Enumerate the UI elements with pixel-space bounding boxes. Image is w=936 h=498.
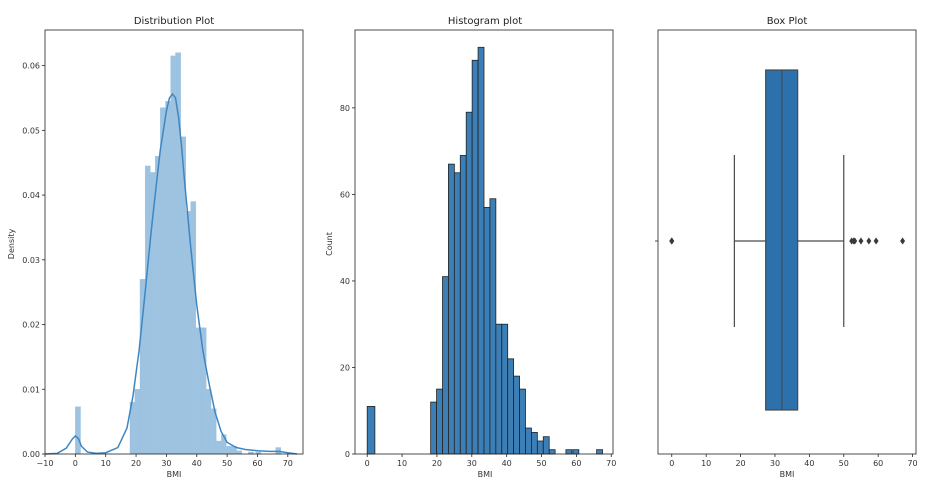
outlier-point	[852, 237, 858, 245]
outlier-point	[866, 237, 872, 245]
histogram-plot-ylabel: Count	[325, 232, 334, 256]
x-tick-label: 0	[669, 459, 674, 468]
count-bar	[501, 323, 509, 455]
density-bar	[215, 440, 222, 455]
y-tick-label: 0.02	[22, 321, 40, 330]
count-bar	[436, 388, 443, 455]
density-bar	[226, 446, 232, 455]
x-tick-label: 60	[252, 459, 262, 468]
count-bar	[565, 449, 573, 455]
x-tick-label: 70	[907, 459, 917, 468]
count-bar	[483, 206, 491, 455]
count-bar	[507, 358, 515, 455]
x-tick-label: 50	[536, 459, 546, 468]
x-tick-label: 0	[365, 459, 370, 468]
distribution-plot-title: Distribution Plot	[134, 16, 214, 27]
box-plot-panel: Box Plot BMI 0 10 20 30 40 50 60 70	[655, 16, 918, 479]
count-bar	[430, 401, 437, 455]
y-tick-label: 0.04	[22, 191, 40, 200]
density-bar	[236, 450, 242, 455]
distribution-plot-ylabel: Density	[7, 229, 16, 260]
x-tick-label: 70	[283, 459, 293, 468]
count-bar	[442, 276, 449, 455]
distribution-plot-xlabel: BMI	[167, 470, 182, 479]
x-tick-label: 70	[606, 459, 616, 468]
x-tick-label: 10	[397, 459, 407, 468]
count-bar	[519, 388, 526, 455]
density-bar	[205, 389, 212, 455]
count-bar	[531, 431, 538, 455]
x-tick-label: 30	[770, 459, 780, 468]
x-tick-label: 10	[701, 459, 711, 468]
histogram-plot-xlabel: BMI	[478, 470, 493, 479]
y-tick-label: 60	[340, 190, 350, 199]
outlier-point	[669, 237, 675, 245]
x-tick-label: 10	[101, 459, 111, 468]
y-tick-label: 0.06	[22, 62, 40, 71]
density-bar	[160, 107, 166, 455]
count-bar	[453, 172, 461, 455]
count-bar	[495, 323, 503, 455]
histogram-plot-title: Histogram plot	[448, 16, 522, 27]
distribution-plot-panel: Distribution Plot BMI Density −10 0 10 20 30…	[7, 16, 304, 479]
y-tick-label: 0.05	[22, 126, 40, 135]
x-tick-label: 40	[804, 459, 814, 468]
outlier-point	[900, 237, 906, 245]
density-bar	[190, 201, 197, 455]
count-bar	[448, 163, 455, 455]
count-bar	[542, 436, 550, 455]
x-tick-label: 30	[161, 459, 171, 468]
density-bar	[144, 165, 151, 455]
count-bar	[471, 59, 479, 455]
density-bar	[75, 406, 81, 455]
count-bar	[536, 440, 544, 455]
count-bar	[572, 449, 580, 455]
y-tick-label: 0	[345, 450, 350, 459]
y-tick-label: 0.00	[22, 450, 40, 459]
box-plot-title: Box Plot	[767, 16, 808, 27]
count-bar	[596, 449, 603, 455]
x-tick-label: −10	[37, 459, 54, 468]
density-bar	[195, 327, 202, 455]
x-tick-label: 50	[222, 459, 232, 468]
x-tick-label: 30	[467, 459, 477, 468]
y-tick-label: 0.03	[22, 256, 40, 265]
y-tick-label: 20	[340, 363, 350, 372]
y-tick-label: 80	[340, 104, 350, 113]
distribution-plot-frame	[44, 29, 304, 455]
histogram-plot-frame	[354, 29, 614, 455]
count-bar	[513, 375, 520, 455]
x-tick-label: 20	[131, 459, 141, 468]
density-bar	[165, 101, 171, 455]
count-bar	[366, 406, 376, 455]
x-tick-label: 60	[873, 459, 883, 468]
count-bar	[525, 427, 532, 455]
x-tick-label: 20	[735, 459, 745, 468]
count-bar	[477, 46, 485, 455]
density-bar	[154, 156, 161, 455]
box-plot-frame	[657, 29, 917, 455]
x-tick-label: 40	[502, 459, 512, 468]
count-bar	[548, 449, 556, 455]
density-bar	[170, 55, 176, 455]
count-bar	[465, 111, 473, 455]
count-bar	[489, 198, 497, 455]
outlier-point	[873, 237, 879, 245]
outlier-point	[858, 237, 864, 245]
x-tick-label: 50	[839, 459, 849, 468]
histogram-plot-panel: Histogram plot BMI Count 0 10 20 30 40 50 60 70…	[325, 16, 616, 479]
y-tick-label: 0.01	[22, 385, 40, 394]
count-bar	[459, 155, 467, 455]
x-tick-label: 20	[432, 459, 442, 468]
x-tick-label: 0	[73, 459, 78, 468]
kde-line	[44, 92, 298, 455]
box-plot-xlabel: BMI	[780, 470, 795, 479]
density-bar	[134, 389, 141, 455]
y-tick-label: 40	[340, 277, 350, 286]
x-tick-label: 60	[571, 459, 581, 468]
x-tick-label: 40	[192, 459, 202, 468]
density-bar	[185, 211, 191, 455]
